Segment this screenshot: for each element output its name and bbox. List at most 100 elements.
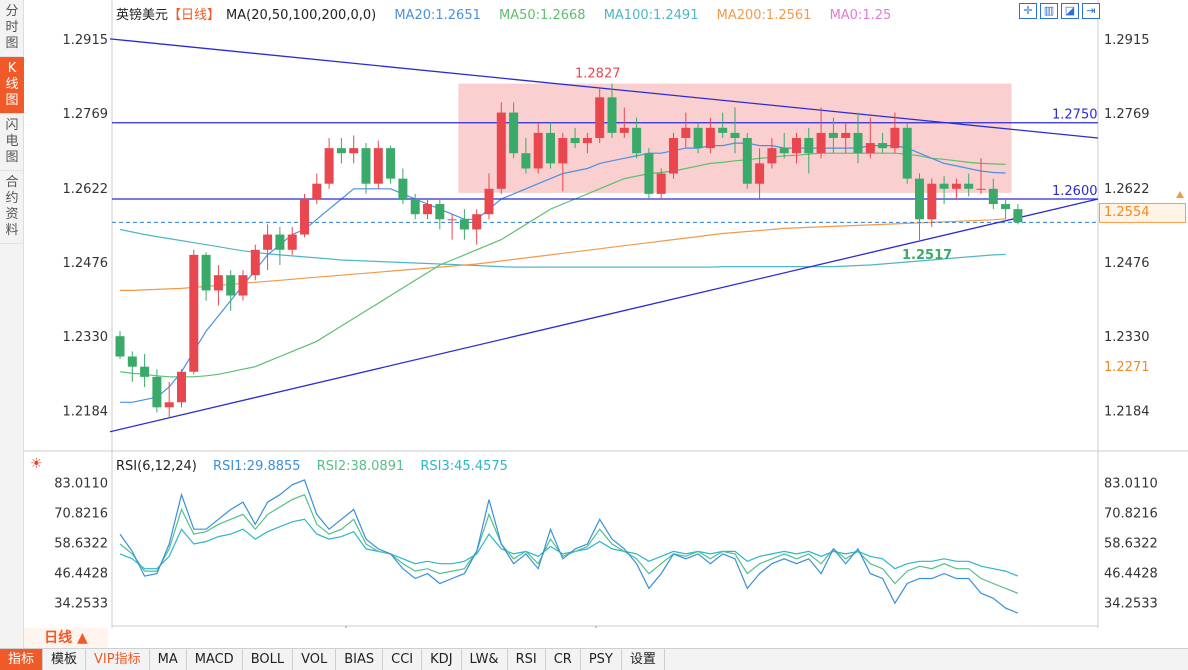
ma50-value: MA50:1.2668 bbox=[499, 8, 586, 23]
candle-body bbox=[767, 148, 777, 164]
rsi-tick-left: 46.4428 bbox=[54, 567, 108, 582]
candle-body bbox=[213, 275, 223, 291]
rsi1-line bbox=[119, 479, 1019, 614]
drawing-icon[interactable]: ◪ bbox=[1061, 3, 1079, 19]
tab-macd[interactable]: MACD bbox=[187, 649, 243, 670]
rsi1-value: RSI1:29.8855 bbox=[213, 459, 301, 474]
high-label: 1.2827 bbox=[575, 67, 621, 82]
candle-body bbox=[705, 127, 715, 149]
tab-boll[interactable]: BOLL bbox=[243, 649, 294, 670]
rsi-tick-left: 34.2533 bbox=[54, 597, 108, 612]
candle-body bbox=[336, 148, 346, 154]
price-tick-extra: 1.2271 bbox=[1104, 360, 1150, 375]
candle-body bbox=[939, 183, 949, 189]
indicator-tab-bar: 指标 模板 VIP指标 MA MACD BOLL VOL BIAS CCI KD… bbox=[0, 648, 1188, 670]
tab-templates[interactable]: 模板 bbox=[43, 649, 87, 670]
period-tag: 【日线】 bbox=[168, 8, 221, 23]
candle-body bbox=[423, 204, 432, 215]
crosshair-icon[interactable]: ✛ bbox=[1019, 3, 1037, 19]
tab-rsi[interactable]: RSI bbox=[508, 649, 546, 670]
candle-body bbox=[533, 132, 543, 169]
low-label: 1.2517 bbox=[902, 248, 952, 263]
candle-body bbox=[865, 143, 875, 154]
candle-body bbox=[324, 148, 334, 184]
tab-settings[interactable]: 设置 bbox=[622, 649, 665, 670]
candle-body bbox=[779, 148, 789, 154]
rsi2-value: RSI2:38.0891 bbox=[316, 459, 405, 474]
price-tick-left: 1.2622 bbox=[63, 182, 109, 197]
expand-icon[interactable]: ⇥ bbox=[1082, 3, 1100, 19]
price-tick-left: 1.2915 bbox=[63, 33, 109, 48]
tab-bias[interactable]: BIAS bbox=[336, 649, 384, 670]
rsi-tick-right: 34.2533 bbox=[1104, 597, 1158, 612]
rsi-params[interactable]: RSI(6,12,24) bbox=[116, 459, 197, 474]
candle-body bbox=[484, 188, 494, 215]
candle-body bbox=[632, 127, 642, 154]
price-tick-left: 1.2476 bbox=[63, 256, 109, 271]
side-tab-kline[interactable]: K线图 bbox=[0, 57, 24, 114]
price-tick-right: 1.2915 bbox=[1104, 33, 1150, 48]
candle-body bbox=[349, 148, 359, 154]
ma-params[interactable]: MA(20,50,100,200,0,0) bbox=[226, 8, 377, 23]
candle-body bbox=[312, 183, 322, 199]
tab-vol[interactable]: VOL bbox=[293, 649, 337, 670]
candle-body bbox=[841, 132, 851, 138]
tab-vip-indicators[interactable]: VIP指标 bbox=[86, 649, 150, 670]
candle-body bbox=[828, 132, 838, 138]
tab-psy[interactable]: PSY bbox=[581, 649, 622, 670]
ma200-line bbox=[120, 218, 1006, 291]
candle-body bbox=[275, 234, 285, 250]
tab-ma[interactable]: MA bbox=[150, 649, 187, 670]
tab-lw[interactable]: LW& bbox=[462, 649, 508, 670]
side-tab-timeshare[interactable]: 分时图 bbox=[0, 0, 24, 57]
tab-cci[interactable]: CCI bbox=[383, 649, 423, 670]
candle-body bbox=[681, 127, 691, 138]
period-selector[interactable]: 日线 ▲ bbox=[24, 628, 108, 648]
resistance-label: 1.2750 bbox=[1052, 108, 1098, 123]
side-tab-contract-info[interactable]: 合约资料 bbox=[0, 171, 24, 244]
settings-sun-icon[interactable]: ☀ bbox=[30, 456, 43, 472]
candle-body bbox=[927, 183, 937, 220]
candle-body bbox=[115, 336, 125, 357]
price-tick-left: 1.2330 bbox=[63, 330, 109, 345]
candle-body bbox=[509, 112, 519, 154]
candle-body bbox=[287, 234, 297, 250]
ma0-value: MA0:1.25 bbox=[829, 8, 892, 23]
candle-body bbox=[902, 127, 912, 179]
candle-body bbox=[140, 366, 150, 377]
rsi-lines bbox=[119, 479, 1019, 614]
candle-body bbox=[472, 214, 482, 230]
rsi-tick-right: 83.0110 bbox=[1104, 476, 1158, 491]
candle-body bbox=[878, 143, 888, 149]
candle-body bbox=[619, 127, 629, 133]
candle-body bbox=[410, 198, 420, 215]
side-tab-flash[interactable]: 闪电图 bbox=[0, 114, 24, 171]
candle-body bbox=[693, 127, 703, 149]
candle-body bbox=[558, 137, 568, 164]
candle-body bbox=[546, 132, 555, 164]
price-tick-right: 1.2476 bbox=[1104, 256, 1150, 271]
toolbar-icons: ✛ ▥ ◪ ⇥ bbox=[1019, 3, 1100, 19]
chart-grid bbox=[24, 0, 1188, 628]
rsi-tick-left: 83.0110 bbox=[54, 476, 108, 491]
price-tick-right: 1.2184 bbox=[1104, 404, 1150, 419]
candle-body bbox=[386, 148, 396, 179]
candle-body bbox=[656, 173, 666, 194]
candle-body bbox=[238, 275, 248, 296]
candle-body bbox=[447, 219, 457, 221]
candle-body bbox=[459, 219, 469, 230]
candle-body bbox=[361, 148, 371, 184]
price-tick-right: 1.2622 bbox=[1104, 182, 1150, 197]
tab-indicators[interactable]: 指标 bbox=[0, 649, 44, 670]
candle-body bbox=[644, 153, 654, 194]
price-tick-right: 1.2769 bbox=[1104, 107, 1150, 122]
candle-body bbox=[742, 137, 752, 184]
candle-body bbox=[263, 234, 273, 250]
tab-kdj[interactable]: KDJ bbox=[422, 649, 462, 670]
tab-cr[interactable]: CR bbox=[546, 649, 581, 670]
layout-icon[interactable]: ▥ bbox=[1040, 3, 1058, 19]
price-tick-left: 1.2184 bbox=[63, 404, 109, 419]
trend-line-upper bbox=[109, 38, 1099, 139]
axis-labels: 1.2915 1.2915 1.2769 1.2769 1.2622 1.2622 1.24… bbox=[54, 33, 1158, 628]
